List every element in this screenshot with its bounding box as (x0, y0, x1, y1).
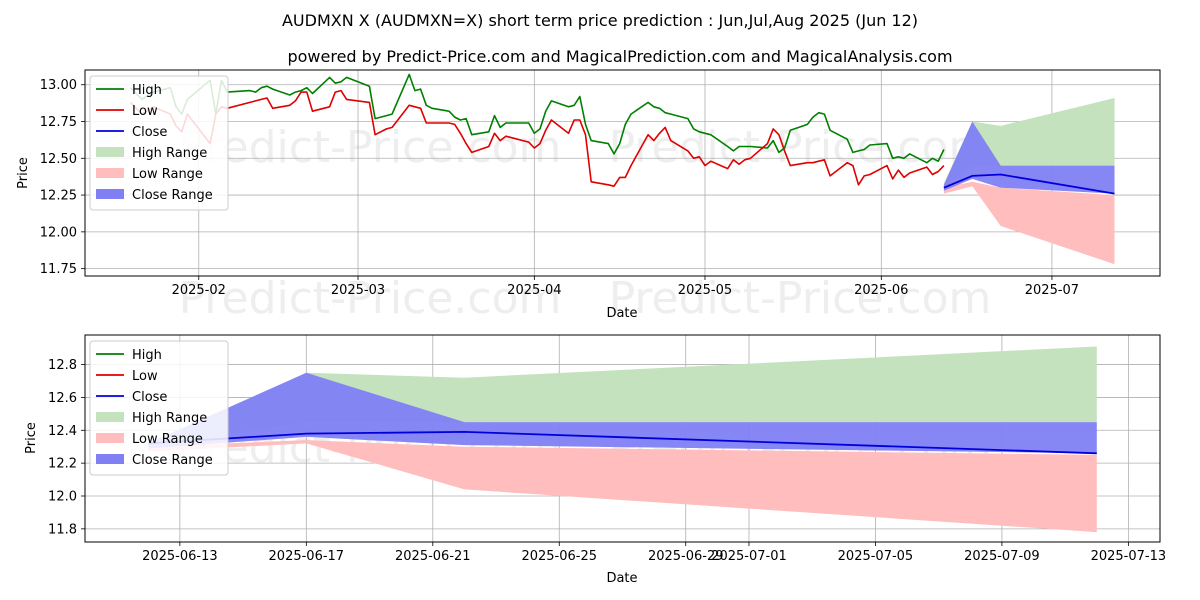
watermark: Predict-Price.com (179, 273, 562, 324)
x-tick-label: 2025-03 (331, 283, 385, 298)
legend-low-range-label: Low Range (132, 432, 203, 447)
legend-low-range-swatch (96, 433, 124, 443)
low-range-band (148, 440, 1097, 533)
y-tick-label: 12.0 (48, 490, 77, 505)
legend-low-label: Low (132, 104, 158, 119)
x-tick-label: 2025-06-17 (269, 549, 345, 564)
top-panel: Predict-Price.com Predict-Price.com Pred… (16, 69, 1161, 324)
legend-high-range-swatch (96, 147, 124, 157)
legend-low-range-swatch (96, 168, 124, 178)
bottom-x-ticks: 2025-06-13 2025-06-17 2025-06-21 2025-06-25… (142, 542, 1166, 564)
x-tick-label: 2025-02 (172, 283, 226, 298)
legend-close-range-label: Close Range (132, 453, 213, 468)
y-tick-label: 12.75 (40, 115, 77, 130)
legend-high-label: High (132, 83, 162, 98)
watermark: Predict-Price.com (179, 122, 562, 173)
y-tick-label: 12.8 (48, 358, 77, 373)
legend-frame (89, 75, 229, 211)
legend-frame (89, 340, 229, 476)
legend-close-range-label: Close Range (132, 188, 213, 203)
chart-title: AUDMXN X (AUDMXN=X) short term price pre… (282, 11, 918, 30)
low-range-band (943, 181, 1115, 265)
x-tick-label: 2025-07-13 (1091, 549, 1167, 564)
top-y-axis-label: Price (16, 157, 31, 189)
bottom-y-ticks: 11.8 12.0 12.2 12.4 12.6 12.8 (48, 358, 85, 537)
bottom-plot-frame (84, 334, 1161, 543)
top-series-lines (129, 73, 1115, 195)
x-tick-label: 2025-06-25 (521, 549, 597, 564)
x-tick-label: 2025-06-21 (395, 549, 471, 564)
legend-high-range-swatch (96, 412, 124, 422)
x-tick-label: 2025-07-05 (838, 549, 914, 564)
y-tick-label: 12.25 (40, 189, 77, 204)
legend-close-range-swatch (96, 189, 124, 199)
legend-high-range-label: High Range (132, 411, 207, 426)
y-tick-label: 12.2 (48, 457, 77, 472)
y-tick-label: 12.50 (40, 152, 77, 167)
top-watermarks: Predict-Price.com Predict-Price.com Pred… (179, 122, 992, 324)
x-tick-label: 2025-06 (854, 283, 908, 298)
x-tick-label: 2025-06-13 (142, 549, 218, 564)
x-tick-label: 2025-07-09 (964, 549, 1040, 564)
high-series-line (129, 73, 945, 164)
x-tick-label: 2025-07 (1025, 283, 1079, 298)
legend-low-label: Low (132, 369, 158, 384)
low-series-line (129, 89, 945, 187)
x-tick-label: 2025-05 (678, 283, 732, 298)
y-tick-label: 12.6 (48, 391, 77, 406)
bottom-panel: Predict-Price.com Predict-Price.com 2025… (24, 334, 1166, 586)
x-tick-label: 2025-06-29 (648, 549, 724, 564)
y-tick-label: 12.00 (40, 225, 77, 240)
top-y-ticks: 11.75 12.00 12.25 12.50 12.75 13.00 (40, 78, 85, 277)
close-series-line (943, 173, 1115, 195)
y-tick-label: 13.00 (40, 78, 77, 93)
top-x-ticks: 2025-02 2025-03 2025-04 2025-05 2025-06 2025-… (172, 276, 1079, 298)
x-tick-label: 2025-04 (507, 283, 561, 298)
legend-close-label: Close (132, 390, 167, 405)
y-tick-label: 11.75 (40, 262, 77, 277)
y-tick-label: 11.8 (48, 522, 77, 537)
bottom-legend: High Low Close High Range Low Range Close Ran… (89, 340, 229, 476)
x-tick-label: 2025-07-01 (711, 549, 787, 564)
y-tick-label: 12.4 (48, 424, 77, 439)
bottom-x-axis-label: Date (606, 571, 637, 586)
watermark: Predict-Price.com (609, 273, 992, 324)
top-legend: High Low Close High Range Low Range Close Ran… (89, 75, 229, 211)
legend-close-label: Close (132, 125, 167, 140)
top-x-axis-label: Date (606, 306, 637, 321)
legend-low-range-label: Low Range (132, 167, 203, 182)
top-plot-frame (84, 69, 1161, 277)
top-grid (85, 70, 1160, 276)
legend-high-label: High (132, 348, 162, 363)
chart-subtitle: powered by Predict-Price.com and Magical… (287, 47, 952, 66)
legend-high-range-label: High Range (132, 146, 207, 161)
bottom-y-axis-label: Price (24, 422, 39, 454)
legend-close-range-swatch (96, 454, 124, 464)
